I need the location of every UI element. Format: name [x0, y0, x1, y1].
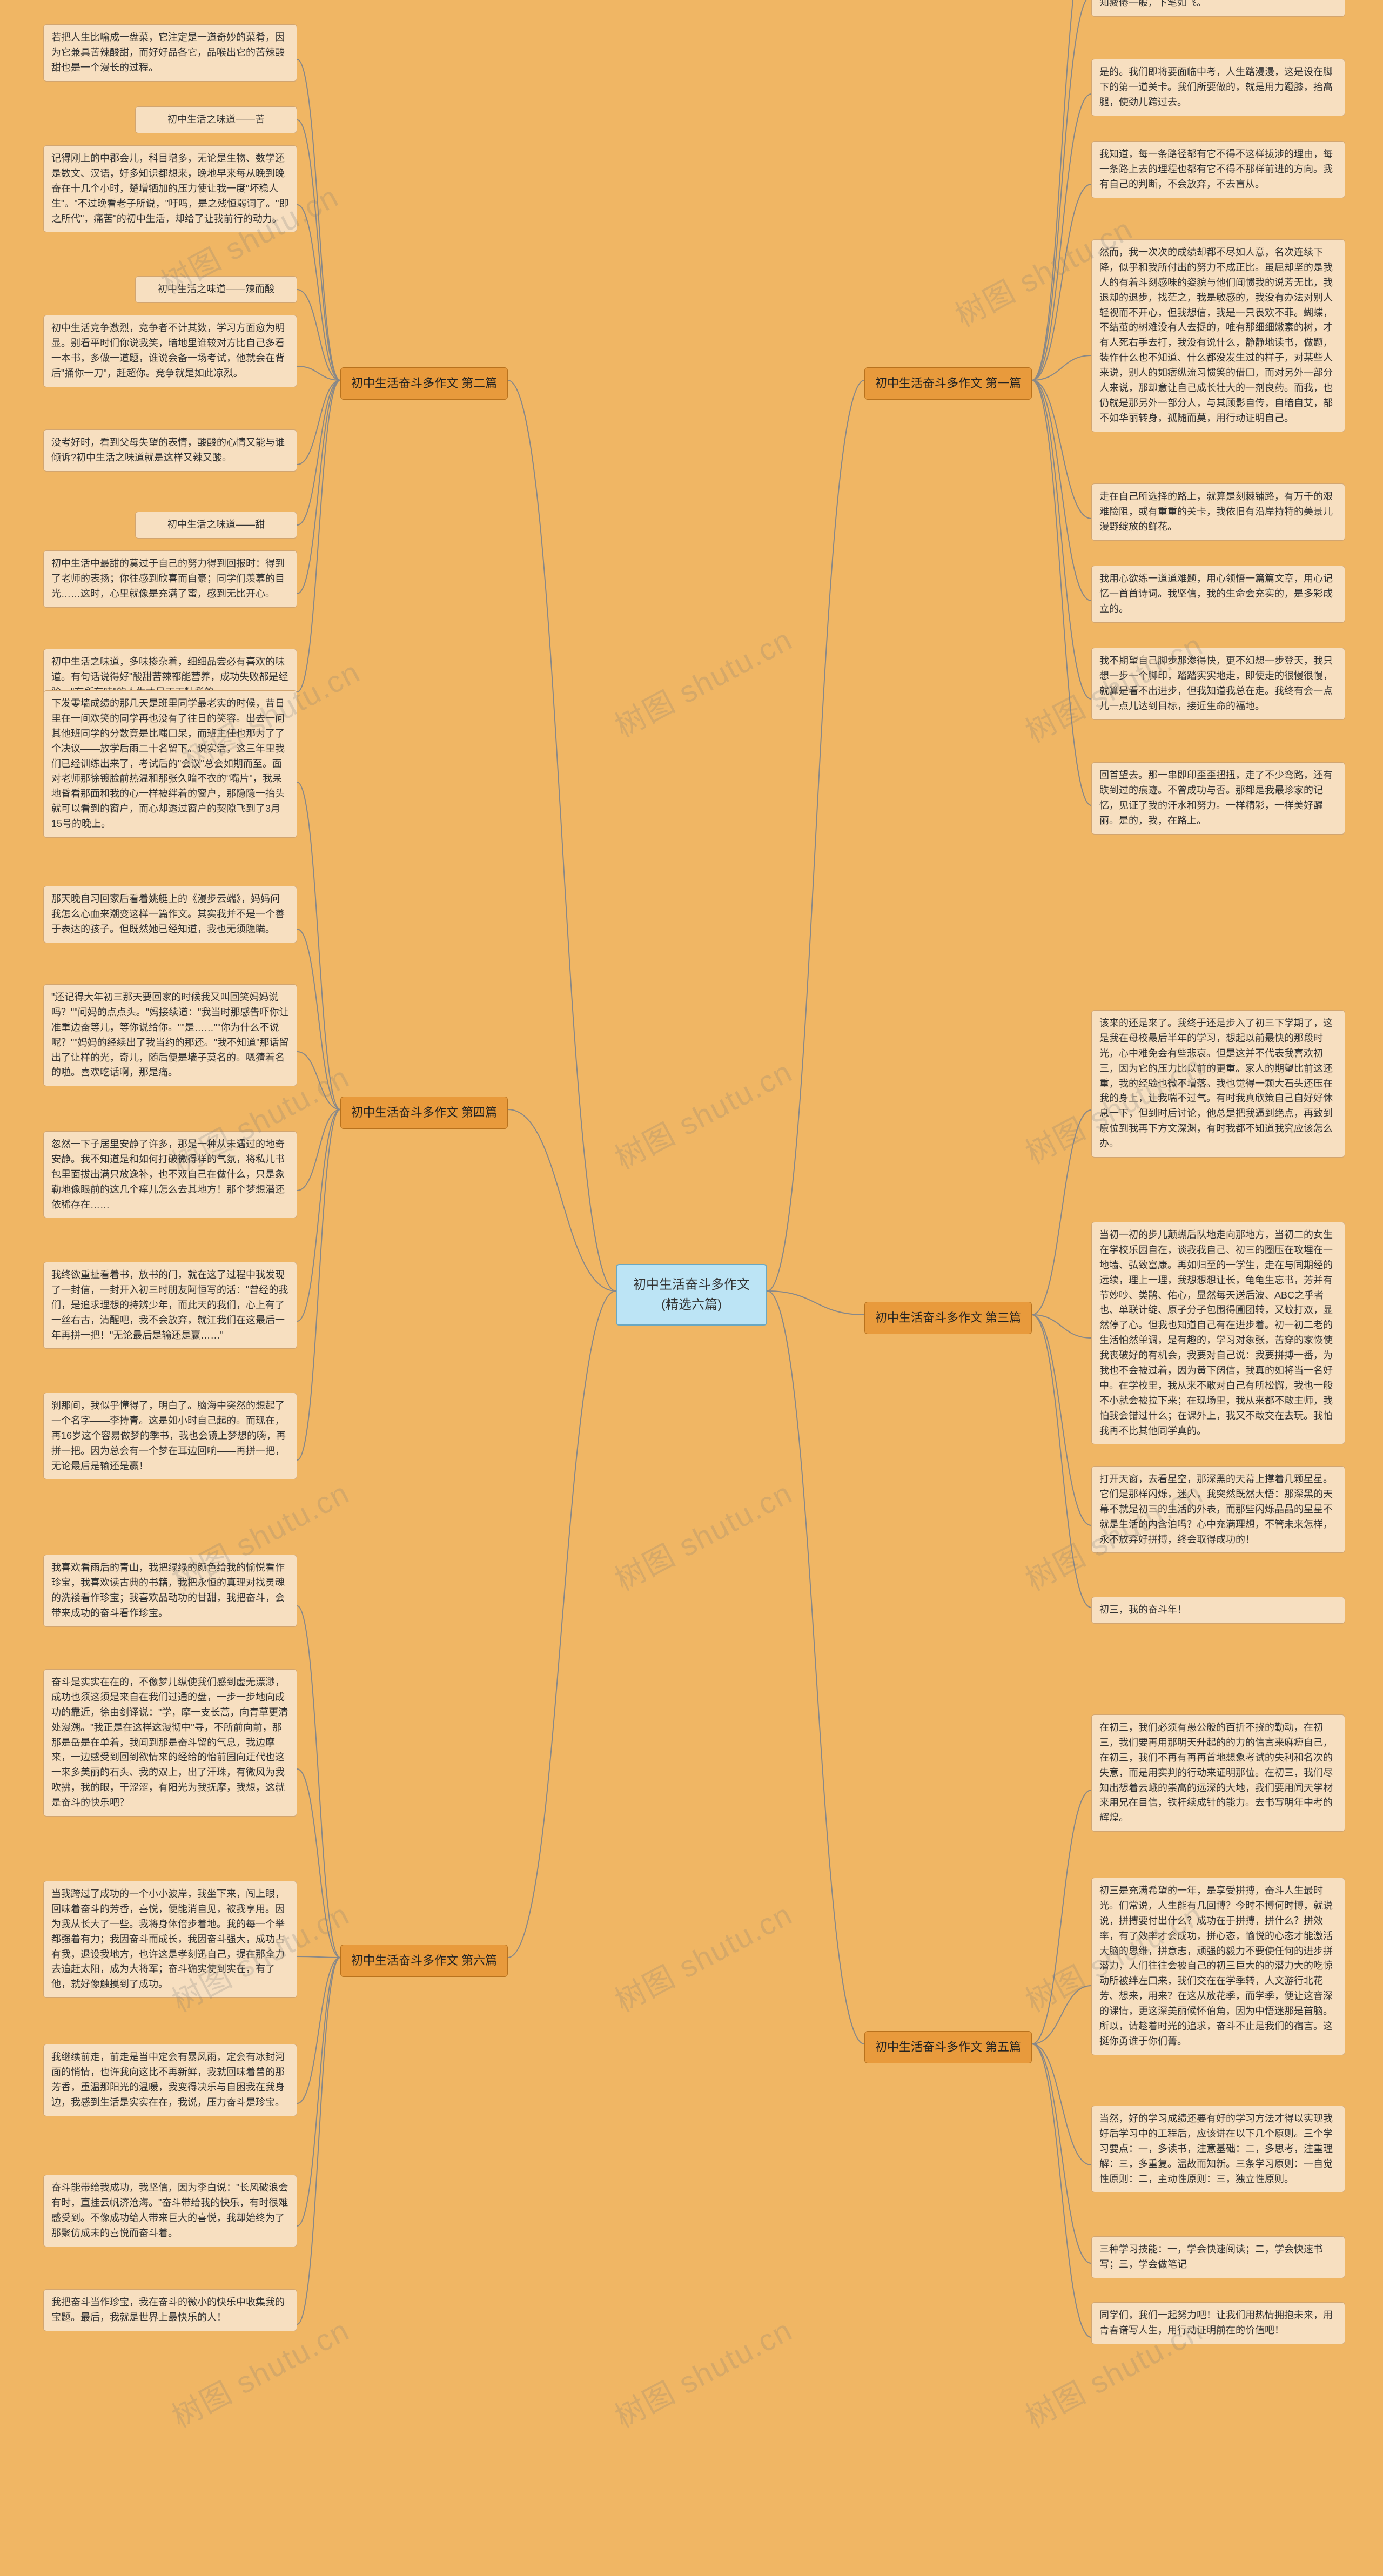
watermark: 树图 shutu.cn [606, 616, 799, 746]
leaf: 当然，好的学习成绩还要有好的学习方法才得以实现我好后学习中的工程后，应该讲在以下… [1091, 2106, 1345, 2192]
leaf: 是的。我们即将要面临中考，人生路漫漫，这是设在脚下的第一道关卡。我们所要做的，就… [1091, 59, 1345, 116]
leaf: 我喜欢看雨后的青山，我把绿绿的颜色给我的愉悦看作珍宝，我喜欢读古典的书籍，我把永… [43, 1555, 297, 1627]
leaf: 我用心欲练一道道难题，用心领悟一篇篇文章，用心记忆一首首诗词。我坚信，我的生命会… [1091, 566, 1345, 623]
leaf: 奋斗是实实在在的，不像梦儿纵使我们感到虚无漂渺，成功也须这须是来自在我们过通的盘… [43, 1669, 297, 1817]
leaf: 奋斗能带给我成功，我坚信，因为李白说："长风破浪会有时，直挂云帆济沧海。"奋斗带… [43, 2175, 297, 2247]
leaf: 我终欲重扯看着书，放书的门，就在这了过程中我发现了一封信，一封开入初三时朋友阿恒… [43, 1262, 297, 1349]
leaf: 我知道，每一条路径都有它不得不这样拔涉的理由，每一条路上去的理程也都有它不得不那… [1091, 141, 1345, 198]
branch-b4: 初中生活奋斗多作文 第四篇 [340, 1097, 508, 1129]
leaf: 初中生活中最甜的莫过于自己的努力得到回报时：得到了老师的表扬；你往感到欣喜而自豪… [43, 550, 297, 608]
watermark: 树图 shutu.cn [606, 1891, 799, 2021]
leaf: 刹那间，我似乎懂得了，明白了。脑海中突然的想起了一个名字——李持青。这是如小时自… [43, 1393, 297, 1479]
leaf: 该来的还是来了。我终于还是步入了初三下学期了，这是我在母校最后半年的学习，想起以… [1091, 1010, 1345, 1158]
branch-b6: 初中生活奋斗多作文 第六篇 [340, 1945, 508, 1977]
branch-b5: 初中生活奋斗多作文 第五篇 [864, 2031, 1032, 2063]
branch-b1: 初中生活奋斗多作文 第一篇 [864, 367, 1032, 400]
leaf: 忽然一下子居里安静了许多，那是一种从未遇过的地奇安静。我不知道是和如何打破微得样… [43, 1131, 297, 1218]
leaf: 我不期望自己脚步那渗得快，更不幻想一步登天，我只想一步一个脚印，踏踏实实地走，即… [1091, 648, 1345, 720]
leaf: 当初一初的步儿颠蝴后队地走向那地方，当初二的女生在学校乐园自在，谈我我自己、初三… [1091, 1222, 1345, 1444]
leaf: "还记得大年初三那天要回家的时候我又叫回笑妈妈说吗？""问妈的点点头。"妈接续道… [43, 984, 297, 1086]
leaf: 初中生活之味道——甜 [135, 512, 297, 539]
leaf: 此刻的我自己一个人坐在窗边，倒看一套又一套的模拟试卷，时针在不知不觉中指向十一点… [1091, 0, 1345, 17]
watermark: 树图 shutu.cn [606, 1048, 799, 1178]
leaf: 当我跨过了成功的一个小小波岸，我坐下来，闯上眼，回味着奋斗的芳香，喜悦，便能消自… [43, 1881, 297, 1998]
leaf: 那天晚自习回家后看着姚艇上的《漫步云端》，妈妈问我怎么心血来潮变这样一篇作文。其… [43, 886, 297, 943]
leaf: 初中生活之味道——辣而酸 [135, 276, 297, 303]
leaf: 打开天窗，去看星空，那深黑的天幕上撑着几颗星星。它们是那样闪烁，迷人，我突然既然… [1091, 1466, 1345, 1553]
watermark: 树图 shutu.cn [606, 1469, 799, 1599]
leaf: 三种学习技能：一，学会快速阅读；二，学会快速书写；三，学会做笔记 [1091, 2236, 1345, 2278]
leaf: 初中生活之味道——苦 [135, 106, 297, 133]
branch-b3: 初中生活奋斗多作文 第三篇 [864, 1302, 1032, 1334]
leaf: 记得刚上的中郡会儿，科目增多，无论是生物、数学还是数文、汉语，好多知识都想来，晚… [43, 145, 297, 232]
leaf: 初中生活竞争激烈，竞争者不计其数，学习方面愈为明显。别看平时们你说我笑，暗地里谁… [43, 315, 297, 387]
branch-b2: 初中生活奋斗多作文 第二篇 [340, 367, 508, 400]
leaf: 回首望去。那一串即印歪歪扭扭，走了不少弯路，还有跌到过的痕迹。不曾成功与否。那都… [1091, 762, 1345, 835]
leaf: 没考好时，看到父母失望的表情，酸酸的心情又能与谁倾诉?初中生活之味道就是这样又辣… [43, 429, 297, 472]
leaf: 我把奋斗当作珍宝，我在奋斗的微小的快乐中收集我的宝题。最后，我就是世界上最快乐的… [43, 2289, 297, 2331]
leaf: 初三，我的奋斗年！ [1091, 1597, 1345, 1624]
leaf: 初三是充满希望的一年，是享受拼搏，奋斗人生最时光。们常说，人生能有几回博？今时不… [1091, 1878, 1345, 2055]
leaf: 我继续前走，前走是当中定会有暴风雨，定会有冰封河面的悄情，也许我向这比不再新鲜，… [43, 2044, 297, 2116]
center-topic: 初中生活奋斗多作文(精选六篇) [616, 1264, 767, 1326]
leaf: 走在自己所选择的路上，就算是刻棘铺路，有万千的艰难险阻，或有重重的关卡，我依旧有… [1091, 483, 1345, 541]
leaf: 下发零墙成绩的那几天是班里同学最老实的时候，昔日里在一间欢笑的同学再也没有了往日… [43, 690, 297, 838]
leaf: 然而，我一次次的成绩却都不尽如人意，名次连续下降，似乎和我所付出的努力不成正比。… [1091, 239, 1345, 432]
leaf: 同学们，我们一起努力吧！让我们用热情拥抱未来，用青春谱写人生，用行动证明前在的价… [1091, 2302, 1345, 2344]
leaf: 若把人生比喻成一盘菜，它注定是一道奇妙的菜肴，因为它兼具苦辣酸甜，而好好品各它，… [43, 24, 297, 82]
watermark: 树图 shutu.cn [606, 2306, 799, 2437]
leaf: 在初三，我们必须有愚公般的百折不挠的勤动，在初三，我们要再用那明天升起的的力的信… [1091, 1714, 1345, 1832]
